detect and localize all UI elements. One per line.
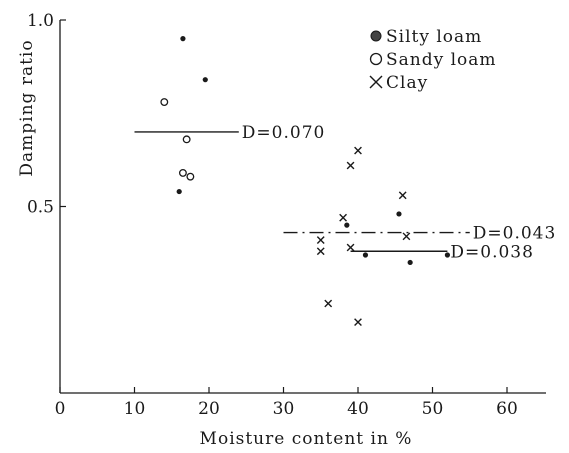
legend-label-clay: Clay (386, 73, 428, 93)
x-tick-label: 30 (273, 399, 295, 419)
silty-loam-point (176, 188, 182, 195)
clay-point (346, 161, 355, 170)
x-axis-label: Moisture content in % (200, 429, 413, 449)
x-tick-label: 20 (198, 399, 220, 419)
y-ticks: 0.5 1.0 (27, 11, 66, 218)
clay-point (402, 232, 411, 241)
clay-point (316, 236, 325, 244)
legend-marker-sandy-loam (369, 52, 383, 66)
sandy-loam-point (160, 98, 169, 107)
y-axis-label: Damping ratio (17, 39, 37, 176)
reference-line-label: D=0.038 (450, 242, 534, 262)
data-points (160, 36, 450, 327)
reference-line-label: D=0.043 (473, 224, 557, 244)
plot-frame (59, 20, 546, 394)
silty-loam-point (396, 211, 402, 217)
silty-loam-point (202, 77, 208, 83)
legend-marker-silty-loam (370, 30, 382, 42)
clay-point-stroke (316, 247, 325, 256)
silty-loam-point (344, 222, 350, 228)
y-tick-label: 1.0 (27, 11, 54, 31)
clay-point (339, 213, 347, 222)
legend-marker-stroke (369, 75, 383, 89)
silty-loam-point (180, 36, 186, 42)
clay-point-stroke (354, 318, 362, 327)
x-tick-label: 10 (124, 399, 146, 419)
sandy-loam-point (186, 172, 195, 181)
x-tick-label: 0 (55, 399, 66, 419)
x-tick-label: 40 (347, 399, 369, 419)
sandy-loam-point (182, 135, 191, 144)
clay-point (316, 247, 325, 256)
clay-point (398, 191, 407, 200)
x-tick-label: 50 (422, 399, 444, 419)
clay-point (324, 299, 333, 308)
clay-point (354, 146, 362, 155)
legend-label-silty-loam: Silty loam (386, 27, 482, 47)
x-tick-label: 60 (496, 399, 518, 419)
reference-line-label: D=0.070 (242, 123, 326, 143)
clay-point (354, 318, 362, 327)
y-tick-label: 0.5 (27, 198, 54, 218)
legend-marker-clay (369, 75, 383, 89)
clay-point-stroke (339, 213, 347, 222)
clay-point-stroke (346, 243, 355, 252)
clay-point-stroke (316, 236, 325, 244)
silty-loam-point (407, 259, 413, 266)
legend: Silty loam Sandy loam Clay (369, 27, 497, 93)
silty-loam-point (444, 252, 450, 258)
clay-point-stroke (346, 161, 355, 170)
sandy-loam-point (178, 168, 187, 177)
clay-point (346, 243, 355, 252)
x-ticks: 0 10 20 30 40 50 60 (55, 387, 518, 419)
clay-point-stroke (354, 146, 362, 155)
clay-point-stroke (324, 299, 333, 308)
clay-point-stroke (398, 191, 407, 200)
legend-label-sandy-loam: Sandy loam (386, 50, 497, 70)
clay-point-stroke (402, 232, 411, 241)
silty-loam-point (362, 252, 369, 258)
